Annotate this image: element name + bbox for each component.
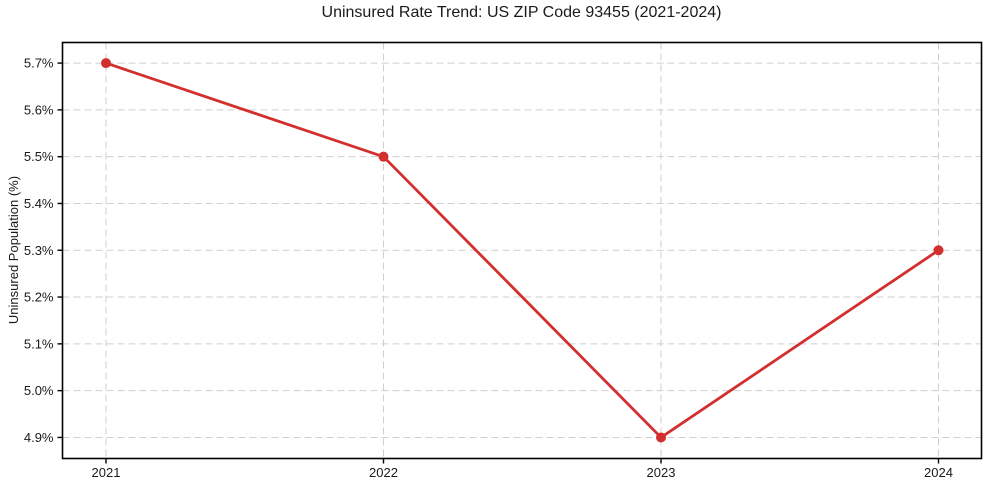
y-tick-label: 5.4% <box>24 196 54 211</box>
y-tick-label: 5.3% <box>24 243 54 258</box>
plot-border <box>61 41 983 460</box>
data-point-marker <box>656 432 666 443</box>
data-point-marker <box>378 151 389 162</box>
x-tick-label: 2024 <box>924 465 953 480</box>
x-tick-label: 2021 <box>92 465 121 480</box>
x-tick-label: 2023 <box>647 465 676 480</box>
trend-line <box>104 61 940 439</box>
y-tick-label: 5.5% <box>24 149 54 164</box>
data-point-marker <box>933 245 944 256</box>
chart-title: Uninsured Rate Trend: US ZIP Code 93455 … <box>321 4 722 21</box>
y-tick-label: 5.0% <box>24 383 54 398</box>
x-tick-label: 2022 <box>369 465 398 480</box>
y-tick-label: 4.9% <box>24 430 54 445</box>
y-tick-label: 5.6% <box>24 102 54 117</box>
y-tick-label: 5.7% <box>24 56 54 71</box>
y-tick-label: 5.1% <box>24 336 54 351</box>
data-point-marker <box>101 58 111 69</box>
y-tick-label: 5.2% <box>24 290 54 305</box>
